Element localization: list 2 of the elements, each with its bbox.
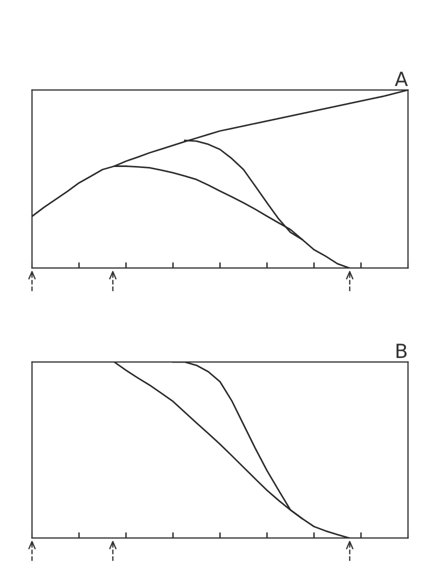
chart-title: A xyxy=(394,72,408,86)
chart-title: B xyxy=(396,344,407,358)
